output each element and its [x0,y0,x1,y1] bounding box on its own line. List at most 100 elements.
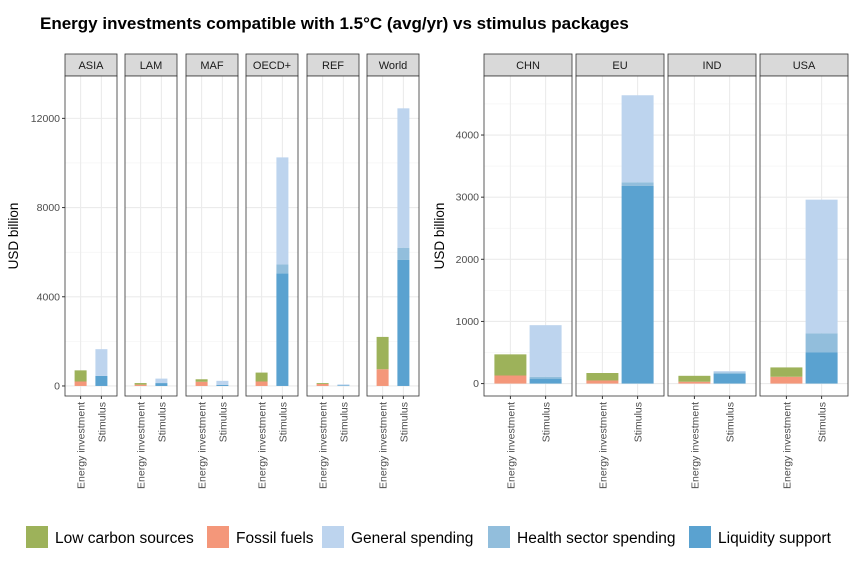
legend-swatch [207,526,229,548]
bar-segment [95,349,108,376]
legend: Low carbon sources Fossil fuels General sp… [26,526,832,548]
facet-label: IND [703,60,722,72]
bar-segment [494,354,527,376]
facet-background [125,76,177,396]
facet-border [759,75,849,397]
bar-segment [376,369,389,386]
facet-lam: LAM Energy investment Stimulus [124,53,178,489]
x-tick-label: Energy investment [136,402,148,489]
bar-segment [713,371,746,373]
facet-label: EU [612,60,627,72]
x-tick-label: Stimulus [217,402,229,442]
y-tick-label: 12000 [31,113,60,125]
x-tick-label: Energy investment [318,402,330,489]
facet-eu: EU Energy investment Stimulus [575,53,665,489]
facet-label: MAF [200,60,224,72]
x-tick-label: Energy investment [197,402,209,489]
y-axis-title: USD billion [432,203,447,270]
bar-segment [276,264,289,274]
facet-background [65,76,117,396]
y-tick-label: 4000 [456,130,480,142]
legend-swatch [689,526,711,548]
facet-background [367,76,419,396]
panel-1: 0 4000 8000 12000 USD billion ASIA Energy inve… [6,53,420,489]
bar-segment [621,185,654,384]
x-tick-label: Stimulus [633,402,645,442]
legend-swatch [322,526,344,548]
facet-label: LAM [140,60,163,72]
y-tick-label: 0 [54,380,60,392]
x-tick-label: Energy investment [597,402,609,489]
bar-segment [529,376,562,379]
facet-ind: IND Energy investment Stimulus [667,53,757,489]
legend-item: Health sector spending [488,526,676,548]
facet-border [64,75,118,397]
bar-segment [376,336,389,370]
bar-segment [621,95,654,183]
bar-segment [713,373,746,384]
facet-ref: REF Energy investment Stimulus [306,53,360,489]
bar-segment [155,383,168,386]
bar-segment [95,375,108,386]
bar-segment [195,381,208,386]
bar-segment [134,383,147,385]
bar-segment [216,380,229,385]
legend-label: Health sector spending [517,530,676,547]
facet-background [246,76,298,396]
bar-segment [276,273,289,386]
bar-segment [397,247,410,260]
bar-segment [316,383,329,386]
legend-item: General spending [322,526,473,548]
bar-segment [337,385,350,386]
bar-segment [74,370,87,382]
facet-background [668,76,756,396]
facet-border [667,75,757,397]
bar-segment [529,378,562,384]
facet-background [186,76,238,396]
bar-segment [337,384,350,386]
bar-segment [586,380,619,384]
facet-label: REF [322,60,344,72]
facet-label: World [379,60,408,72]
facet-usa: USA Energy investment Stimulus [759,53,849,489]
facet-border [245,75,299,397]
bar-segment [529,325,562,377]
y-axis-title: USD billion [6,203,21,270]
bar-segment [255,381,268,386]
facet-maf: MAF Energy investment Stimulus [185,53,239,489]
bar-segment [397,259,410,386]
facet-border [483,75,573,397]
y-tick-label: 1000 [456,316,480,328]
y-tick-label: 3000 [456,192,480,204]
facet-label: ASIA [78,60,104,72]
bar-segment [770,367,803,377]
bar-segment [216,384,229,386]
x-tick-label: Stimulus [725,402,737,442]
x-tick-label: Stimulus [817,402,829,442]
x-tick-label: Energy investment [378,402,390,489]
bar-segment [74,381,87,386]
bar-segment [155,378,168,384]
x-tick-label: Stimulus [398,402,410,442]
legend-label: Low carbon sources [55,530,194,547]
x-tick-label: Stimulus [96,402,108,442]
legend-item: Fossil fuels [207,526,314,548]
bar-segment [195,379,208,382]
x-tick-label: Energy investment [257,402,269,489]
x-tick-label: Energy investment [76,402,88,489]
chart-panels: 0 4000 8000 12000 USD billion ASIA Energy inve… [6,53,849,489]
x-tick-label: Energy investment [505,402,517,489]
y-tick-label: 0 [473,378,479,390]
facet-border [124,75,178,397]
facet-background [307,76,359,396]
facet-border [306,75,360,397]
y-tick-label: 8000 [37,202,61,214]
legend-label: General spending [351,530,473,547]
bar-segment [678,381,711,384]
bar-segment [134,384,147,386]
bar-segment [255,372,268,382]
x-tick-label: Energy investment [689,402,701,489]
facet-label: CHN [516,60,540,72]
bar-segment [276,157,289,265]
facet-world: World Energy investment Stimulus [366,53,420,489]
